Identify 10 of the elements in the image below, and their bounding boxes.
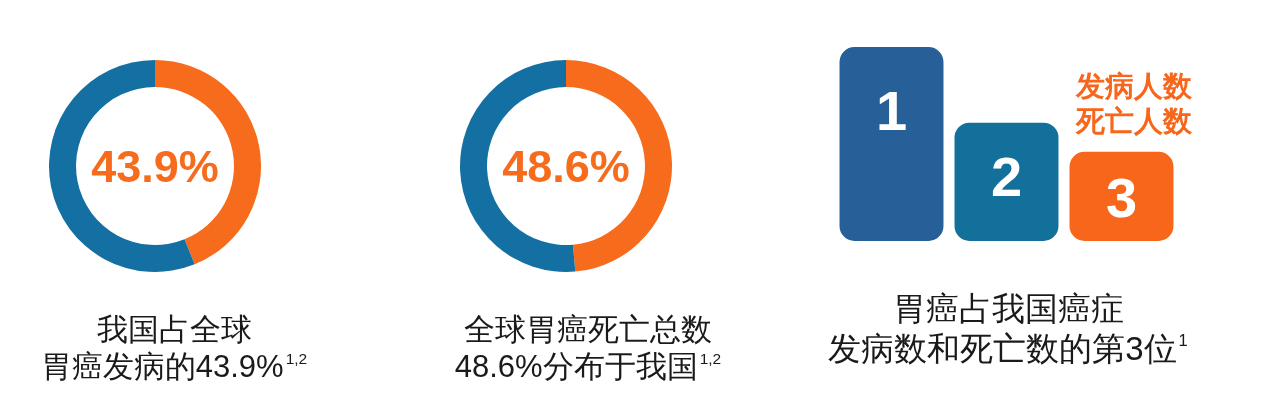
x-tick-label: 1 <box>875 79 908 143</box>
text: 43.9% <box>91 141 219 193</box>
text: 胃癌占我国癌症发病数和死亡数的第3位$^{1}$ <box>827 289 1189 369</box>
annotation: 发病人数 <box>1074 69 1193 104</box>
x-tick-label: 2 <box>990 144 1023 208</box>
annotation: 死亡人数 <box>1074 104 1193 139</box>
x-tick-label: 3 <box>1105 165 1138 229</box>
text: 我国占全球胃癌发病的43.9%$^{1,2}$ <box>39 311 309 386</box>
text: 全球胃癌死亡总数48.6%分布于我国$^{1,2}$ <box>453 311 723 386</box>
text: 48.6% <box>502 141 630 193</box>
